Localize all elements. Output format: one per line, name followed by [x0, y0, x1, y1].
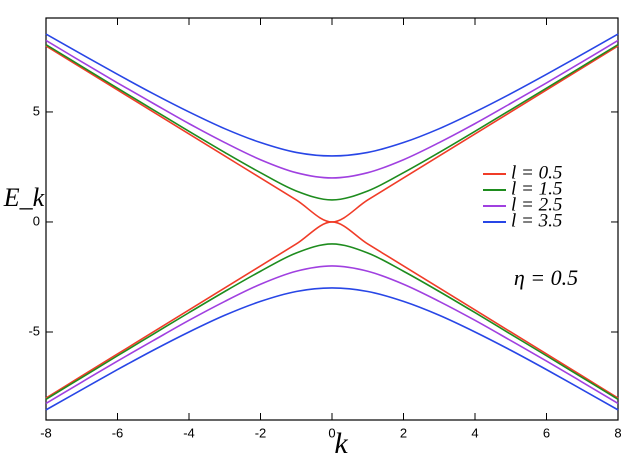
legend-label: l = 1.5	[511, 178, 562, 199]
series-line	[45, 265, 619, 405]
series-line	[45, 243, 619, 401]
y-tick-label: 0	[33, 213, 40, 228]
y-axis-label: E_k	[3, 183, 45, 212]
x-tick-label: 2	[400, 425, 407, 440]
x-tick-label: 8	[614, 425, 621, 440]
x-tick-label: -4	[183, 425, 195, 440]
legend-label: l = 0.5	[511, 162, 562, 183]
y-tick-label: -5	[28, 323, 40, 338]
series-line	[45, 287, 619, 411]
y-tick-label: 5	[33, 103, 40, 118]
x-tick-label: -8	[40, 425, 52, 440]
x-tick-label: -6	[112, 425, 124, 440]
x-tick-label: 4	[471, 425, 478, 440]
legend-label: l = 2.5	[511, 194, 562, 215]
series-line	[45, 43, 619, 201]
annotation: η = 0.5	[514, 265, 578, 290]
x-tick-label: 0	[328, 425, 335, 440]
series-line	[45, 39, 619, 179]
legend-label: l = 3.5	[511, 210, 562, 231]
x-tick-label: 6	[543, 425, 550, 440]
series-line	[45, 221, 619, 399]
series-line	[45, 33, 619, 157]
x-tick-label: -2	[255, 425, 267, 440]
x-axis-label: k	[334, 427, 348, 460]
